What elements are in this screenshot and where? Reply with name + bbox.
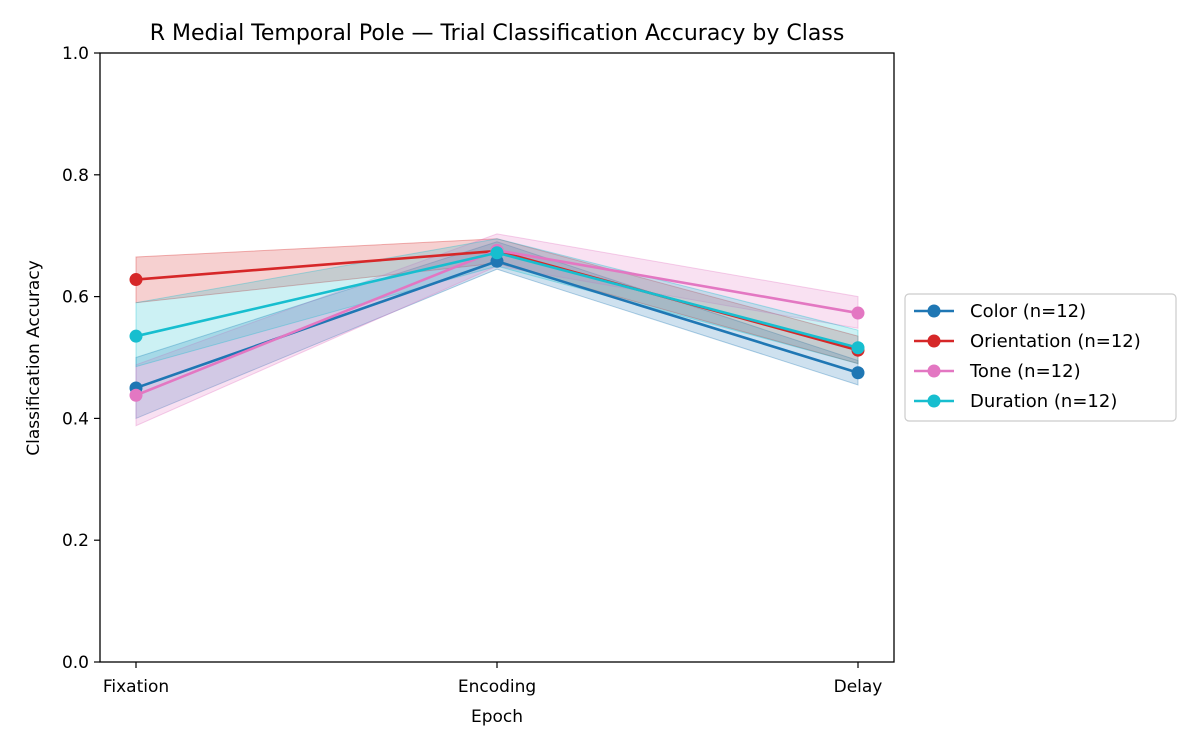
- legend-swatch-marker: [927, 334, 941, 348]
- y-tick-label: 0.0: [62, 653, 89, 673]
- x-axis-ticks: Fixation Encoding Delay: [103, 662, 883, 697]
- y-axis-ticks: 0.0 0.2 0.4 0.6 0.8 1.0: [62, 44, 100, 673]
- legend-item-orientation: Orientation (n=12): [914, 331, 1141, 352]
- data-point-duration: [851, 341, 865, 355]
- x-tick-label: Fixation: [103, 677, 169, 697]
- y-tick-label: 1.0: [62, 44, 89, 64]
- legend-label: Color (n=12): [970, 301, 1086, 322]
- legend-item-tone: Tone (n=12): [914, 361, 1081, 382]
- x-tick-label: Encoding: [458, 677, 536, 697]
- legend: Color (n=12) Orientation (n=12) Tone (n=12…: [904, 293, 1177, 422]
- legend-label: Tone (n=12): [969, 361, 1081, 382]
- legend-frame: [904, 293, 1177, 422]
- series-markers: [129, 243, 865, 402]
- legend-item-color: Color (n=12): [914, 301, 1086, 322]
- data-point-duration: [129, 329, 143, 343]
- y-axis-label: Classification Accuracy: [24, 260, 44, 456]
- x-tick-label: Delay: [834, 677, 883, 697]
- y-tick-label: 0.2: [62, 531, 89, 551]
- legend-item-duration: Duration (n=12): [914, 391, 1117, 412]
- legend-label: Orientation (n=12): [970, 331, 1141, 352]
- band-duration: [135, 238, 859, 368]
- legend-swatch-marker: [927, 394, 941, 408]
- chart-title: R Medial Temporal Pole — Trial Classific…: [150, 21, 845, 46]
- data-point-color: [851, 366, 865, 380]
- legend-label: Duration (n=12): [970, 391, 1117, 412]
- x-axis-label: Epoch: [471, 707, 523, 727]
- data-point-duration: [490, 246, 504, 260]
- data-point-tone: [851, 306, 865, 320]
- y-tick-label: 0.6: [62, 288, 89, 308]
- y-tick-label: 0.4: [62, 409, 89, 429]
- y-tick-label: 0.8: [62, 166, 89, 186]
- band-orientation: [135, 238, 859, 365]
- legend-swatch-marker: [927, 364, 941, 378]
- data-point-tone: [129, 388, 143, 402]
- band-color: [135, 241, 859, 420]
- data-point-orientation: [129, 273, 143, 287]
- legend-swatch-marker: [927, 304, 941, 318]
